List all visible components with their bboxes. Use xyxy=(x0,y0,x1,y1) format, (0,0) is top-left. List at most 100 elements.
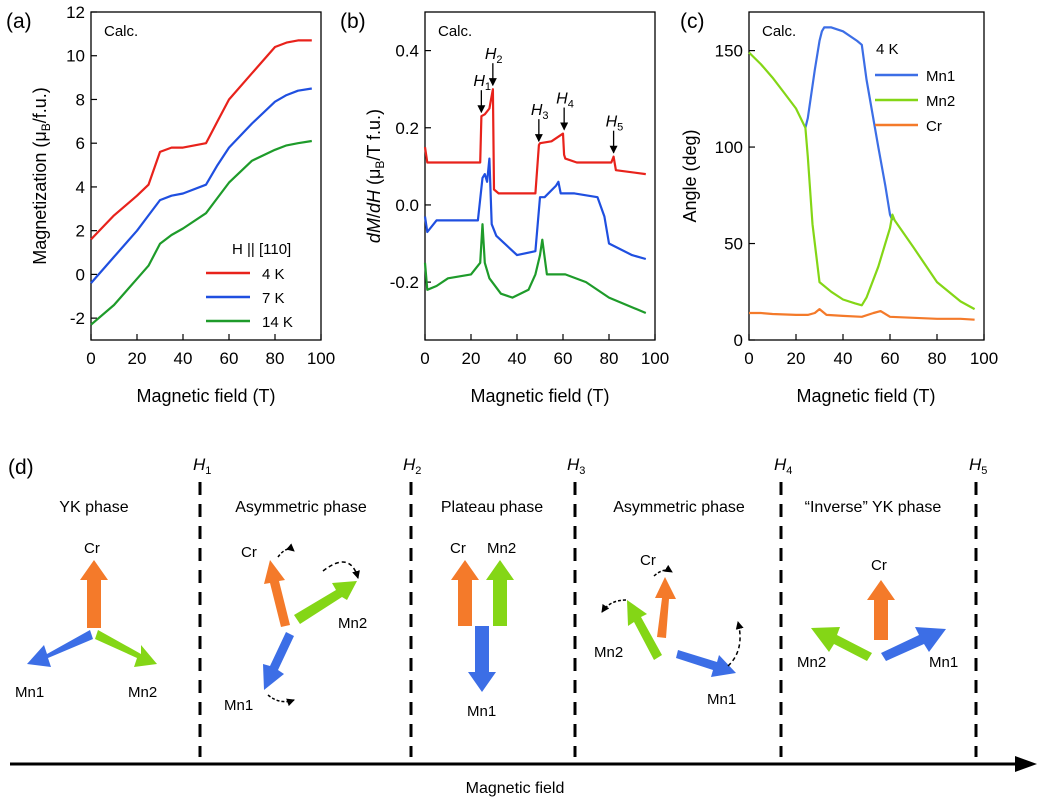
panel-a-calc-label: Calc. xyxy=(104,23,138,40)
y-tick-label: 4 xyxy=(76,178,85,197)
phase-inverse-yk-label: “Inverse” YK phase xyxy=(805,499,942,516)
annotation-label-h4: H4 xyxy=(556,91,574,111)
x-tick-label: 60 xyxy=(220,349,239,368)
plateau-mn1-label: Mn1 xyxy=(467,703,496,720)
boundary-h2-label: H2 xyxy=(403,455,421,477)
x-tick-label: 40 xyxy=(174,349,193,368)
panel-c-y-label: Angle (deg) xyxy=(680,129,700,222)
x-tick-label: 80 xyxy=(266,349,285,368)
x-tick-label: 100 xyxy=(970,349,998,368)
asym1-mn1-rotation-arrow xyxy=(267,694,295,707)
panel-b-annotations: H1 H2 H3 H4 H5 xyxy=(473,46,624,154)
panel-b-calc-label: Calc. xyxy=(438,23,472,40)
panel-c-label: (c) xyxy=(680,10,705,33)
panel-d: (d) H1 H2 H3 H4 H5 YK phase Asymmetric p… xyxy=(8,455,1037,797)
x-tick-label: 60 xyxy=(881,349,900,368)
yk-mn2-label: Mn2 xyxy=(128,684,157,701)
yk-cr-label: Cr xyxy=(84,540,100,557)
invyk-mn2-label: Mn2 xyxy=(797,654,826,671)
asym1-spins: Cr Mn2 Mn1 xyxy=(224,543,367,714)
x-tick-label: 0 xyxy=(420,349,429,368)
panel-c-x-ticks: 0 20 40 60 80 100 xyxy=(744,334,998,368)
panel-a-legend: H || [110] 4 K 7 K 14 K xyxy=(206,241,293,331)
y-tick-label: 10 xyxy=(66,47,85,66)
phase-yk-label: YK phase xyxy=(59,499,128,516)
plateau-mn2-arrow xyxy=(486,560,514,626)
inverse-yk-spins: Cr Mn2 Mn1 xyxy=(797,557,958,671)
series-line-cr xyxy=(749,308,975,321)
field-axis-label: Magnetic field xyxy=(466,780,565,797)
legend-a-4k: 4 K xyxy=(262,266,285,283)
plateau-mn2-label: Mn2 xyxy=(487,540,516,557)
asym2-mn1-label: Mn1 xyxy=(707,691,736,708)
panel-c-legend: 4 K Mn1 Mn2 Cr xyxy=(875,41,955,135)
panel-c-calc-label: Calc. xyxy=(762,23,796,40)
boundary-h5-label: H5 xyxy=(969,455,987,477)
x-tick-label: 80 xyxy=(928,349,947,368)
panel-a-x-label: Magnetic field (T) xyxy=(136,386,275,406)
x-tick-label: 100 xyxy=(641,349,669,368)
boundary-h1-label: H1 xyxy=(193,455,211,477)
plateau-mn1-arrow xyxy=(468,626,496,692)
asym1-mn1-label: Mn1 xyxy=(224,697,253,714)
asym1-mn2-arrow xyxy=(294,581,357,624)
plateau-cr-arrow xyxy=(451,560,479,626)
x-tick-label: 0 xyxy=(744,349,753,368)
series-line-4-k xyxy=(423,88,646,195)
x-tick-label: 40 xyxy=(834,349,853,368)
asym2-cr-rotation-arrow xyxy=(653,564,673,577)
phase-plateau-label: Plateau phase xyxy=(441,499,543,516)
yk-spins: Cr Mn1 Mn2 xyxy=(15,540,157,701)
invyk-mn1-arrow xyxy=(881,627,946,661)
y-tick-label: 0 xyxy=(734,331,743,350)
phase-asymmetric-2-label: Asymmetric phase xyxy=(613,499,745,516)
legend-c-cr: Cr xyxy=(926,118,942,135)
asym1-cr-arrow xyxy=(264,560,290,627)
x-tick-label: 0 xyxy=(86,349,95,368)
asym1-mn2-label: Mn2 xyxy=(338,615,367,632)
invyk-mn2-arrow xyxy=(811,627,872,661)
panel-b-y-ticks: -0.2 0.0 0.2 0.4 xyxy=(390,42,431,292)
panel-c: (c) Calc. 0 20 40 60 80 100 0 50 100 150 Magneti… xyxy=(680,10,998,406)
legend-a-title: H || [110] xyxy=(232,241,291,258)
x-tick-label: 20 xyxy=(462,349,481,368)
y-tick-label: 0 xyxy=(76,265,85,284)
legend-a-7k: 7 K xyxy=(262,290,285,307)
yk-mn1-label: Mn1 xyxy=(15,684,44,701)
annotation-label-h5: H5 xyxy=(606,114,624,134)
asym2-mn2-rotation-arrow xyxy=(601,599,627,613)
panel-c-frame xyxy=(748,11,985,341)
panel-b-x-ticks: 0 20 40 60 80 100 xyxy=(420,334,669,368)
series-line-7-k xyxy=(423,157,647,261)
x-tick-label: 60 xyxy=(554,349,573,368)
series-line-7-k xyxy=(90,87,312,284)
yk-mn1-arrow xyxy=(27,630,93,667)
asym2-mn2-label: Mn2 xyxy=(594,644,623,661)
boundary-h3-label: H3 xyxy=(567,455,585,477)
series-line-14-k xyxy=(90,139,312,326)
plateau-spins: Cr Mn2 Mn1 xyxy=(450,540,516,720)
yk-mn2-arrow xyxy=(95,630,157,667)
panel-c-series xyxy=(748,26,976,321)
invyk-mn1-label: Mn1 xyxy=(929,654,958,671)
asym2-mn1-arrow xyxy=(676,650,736,677)
asym2-cr-label: Cr xyxy=(640,552,656,569)
asym2-cr-arrow xyxy=(655,577,676,638)
series-line-mn2 xyxy=(748,51,976,311)
panel-a: (a) Calc. 0 20 40 60 80 100 -2 0 2 4 6 8 10 12 Magne… xyxy=(6,3,335,406)
x-tick-label: 80 xyxy=(600,349,619,368)
x-tick-label: 20 xyxy=(128,349,147,368)
legend-c-mn1: Mn1 xyxy=(926,68,955,85)
y-tick-label: 6 xyxy=(76,134,85,153)
panel-a-label: (a) xyxy=(6,10,32,33)
annotation-label-h3: H3 xyxy=(531,102,549,122)
plateau-cr-label: Cr xyxy=(450,540,466,557)
x-tick-label: 20 xyxy=(787,349,806,368)
annotation-label-h1: H1 xyxy=(473,73,491,93)
panel-a-frame xyxy=(90,11,322,341)
y-tick-label: 50 xyxy=(724,235,743,254)
field-axis-arrowhead xyxy=(1015,756,1037,772)
invyk-cr-arrow xyxy=(867,580,895,640)
asym1-mn2-rotation-arrow xyxy=(322,561,360,579)
